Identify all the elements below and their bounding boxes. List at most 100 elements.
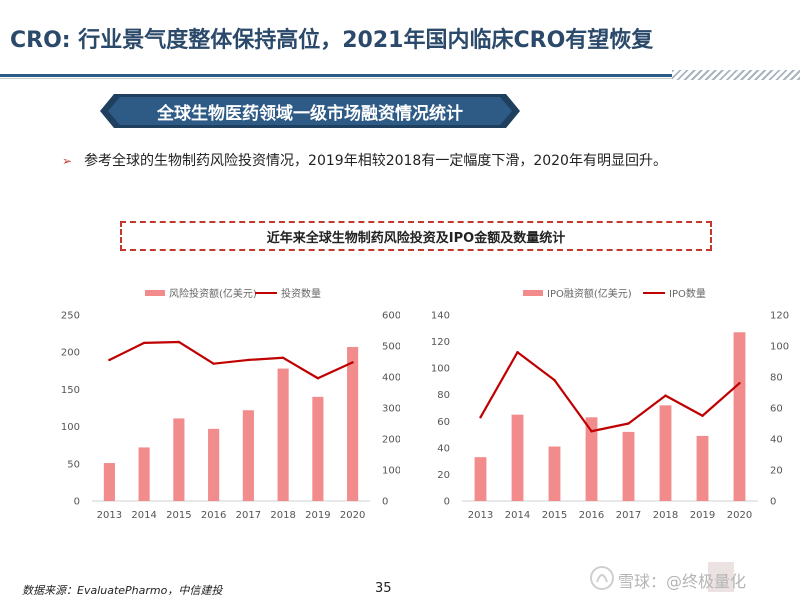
x-tick-label: 2014 <box>505 510 530 521</box>
y-left-tick-label: 200 <box>61 348 80 359</box>
line-point <box>701 414 704 417</box>
x-tick-label: 2018 <box>270 510 295 521</box>
line-point <box>142 341 146 345</box>
bar <box>173 418 185 501</box>
x-tick-label: 2016 <box>579 510 604 521</box>
x-tick-label: 2018 <box>653 510 678 521</box>
y-right-tick-label: 300 <box>382 404 400 415</box>
y-left-tick-label: 100 <box>61 422 80 433</box>
line-point <box>177 340 181 344</box>
x-tick-label: 2020 <box>340 510 365 521</box>
bar <box>208 428 220 501</box>
bar <box>696 435 709 501</box>
bullet-point: ➢ 参考全球的生物制药风险投资情况，2019年相较2018有一定幅度下滑，2020… <box>62 150 667 170</box>
y-right-tick-label: 60 <box>770 404 783 415</box>
line-point <box>664 394 667 397</box>
legend-swatch-bar <box>523 290 543 296</box>
title-underline-thin <box>0 78 800 79</box>
y-left-tick-label: 0 <box>74 497 80 508</box>
ipo-chart: IPO融资额(亿美元) IPO数量 0 20 40 60 80 100 120 140 0 20 40 6… <box>431 287 789 521</box>
y-right-tick-label: 100 <box>770 342 789 353</box>
legend-label-bar: 风险投资额(亿美元) <box>169 287 257 300</box>
page-number: 35 <box>375 581 392 596</box>
y-left-tick-label: 140 <box>431 311 450 322</box>
line-point <box>738 382 741 385</box>
x-tick-label: 2017 <box>616 510 641 521</box>
line-point <box>212 362 215 365</box>
arrow-right-icon: ➢ <box>62 154 73 168</box>
chart-legend: IPO融资额(亿美元) IPO数量 <box>523 287 706 300</box>
y-right-tick-label: 120 <box>770 311 789 322</box>
line-point <box>516 351 519 354</box>
legend-label-line: 投资数量 <box>281 287 321 300</box>
y-left-tick-label: 20 <box>437 470 450 481</box>
y-left-tick-label: 80 <box>437 390 450 401</box>
line-point <box>351 361 354 364</box>
bar <box>585 417 598 501</box>
line-point <box>247 358 250 362</box>
x-tick-label: 2017 <box>236 510 261 521</box>
line-point <box>553 378 556 382</box>
x-tick-label: 2020 <box>727 510 752 521</box>
y-left-tick-label: 0 <box>444 497 450 508</box>
bar <box>138 447 150 501</box>
x-tick-label: 2019 <box>690 510 715 521</box>
y-left-tick-label: 120 <box>431 337 450 348</box>
decorative-stripes <box>672 70 800 80</box>
x-tick-label: 2016 <box>201 510 226 521</box>
legend-swatch-bar <box>145 290 165 296</box>
line-point <box>281 356 285 359</box>
bar <box>511 414 524 501</box>
watermark-text: 雪球：@终极量化 <box>618 572 747 591</box>
y-left-tick-label: 60 <box>437 417 450 428</box>
y-right-tick-label: 400 <box>382 373 400 384</box>
data-source: 数据来源：EvaluatePharmo，中信建投 <box>22 584 223 597</box>
bullet-text: 参考全球的生物制药风险投资情况，2019年相较2018有一定幅度下滑，2020年… <box>84 153 667 169</box>
line-point <box>108 358 111 362</box>
title-underline <box>0 74 800 77</box>
x-tick-label: 2013 <box>468 510 493 521</box>
venture-investment-chart: 风险投资额(亿美元) 投资数量 0 50 100 150 200 250 0 100 200 300 4… <box>61 287 400 521</box>
chart-heading: 近年来全球生物制药风险投资及IPO金额及数量统计 <box>266 230 566 246</box>
section-banner: 全球生物医药领域一级市场融资情况统计 <box>100 94 520 128</box>
y-left-tick-label: 250 <box>61 311 80 322</box>
y-right-tick-label: 20 <box>770 466 783 477</box>
x-tick-label: 2019 <box>305 510 330 521</box>
bar <box>103 463 115 501</box>
x-tick-label: 2015 <box>166 510 191 521</box>
line-point <box>479 416 482 419</box>
bar <box>277 368 289 501</box>
line-point <box>316 377 320 380</box>
bar <box>242 410 254 501</box>
page-title: CRO: 行业景气度整体保持高位，2021年国内临床CRO有望恢复 <box>10 28 654 53</box>
y-left-tick-label: 40 <box>437 443 450 454</box>
section-banner-text: 全球生物医药领域一级市场融资情况统计 <box>157 103 463 124</box>
y-left-tick-label: 150 <box>61 385 80 396</box>
y-right-tick-label: 80 <box>770 373 783 384</box>
watermark: 雪球：@终极量化 <box>588 560 794 596</box>
bar <box>548 446 561 501</box>
bar <box>659 405 672 501</box>
bar <box>312 396 324 501</box>
y-left-tick-label: 100 <box>431 364 450 375</box>
bar <box>347 346 359 501</box>
y-right-tick-label: 100 <box>382 466 400 477</box>
y-right-tick-label: 500 <box>382 342 400 353</box>
y-right-tick-label: 600 <box>382 311 400 322</box>
y-right-tick-label: 0 <box>770 497 776 508</box>
chart-heading-box: 近年来全球生物制药风险投资及IPO金额及数量统计 <box>120 221 712 251</box>
x-tick-label: 2015 <box>542 510 567 521</box>
bar <box>474 457 487 501</box>
line-point <box>590 430 593 433</box>
x-tick-label: 2013 <box>97 510 122 521</box>
y-right-tick-label: 0 <box>382 497 388 508</box>
chart-legend: 风险投资额(亿美元) 投资数量 <box>145 287 321 300</box>
y-left-tick-label: 50 <box>67 459 80 470</box>
line-point <box>627 422 630 425</box>
series-line <box>108 340 354 380</box>
bar <box>622 431 635 501</box>
y-right-tick-label: 40 <box>770 435 783 446</box>
x-tick-label: 2014 <box>131 510 156 521</box>
series-line <box>479 351 741 433</box>
legend-label-bar: IPO融资额(亿美元) <box>547 287 632 300</box>
